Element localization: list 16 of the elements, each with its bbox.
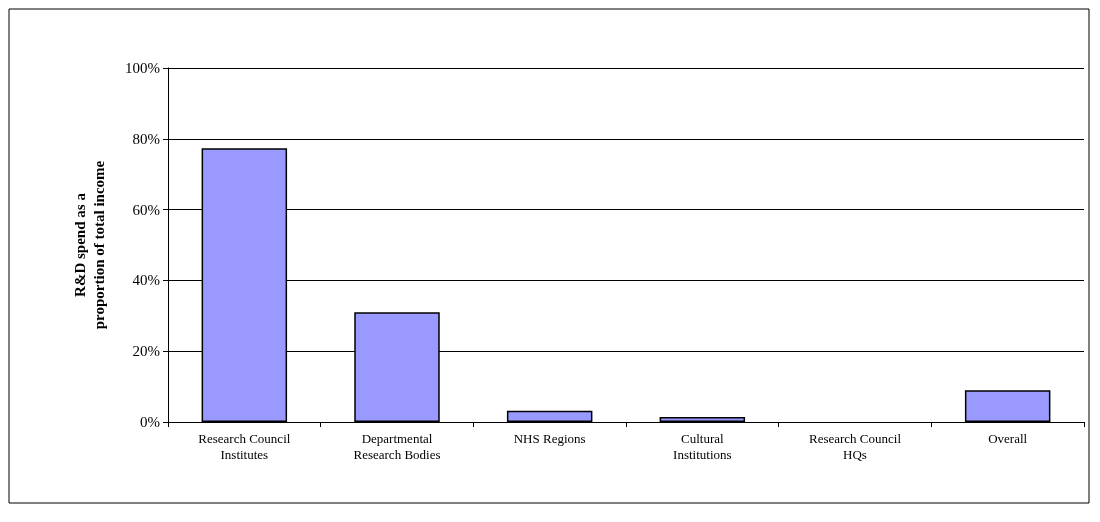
x-tick-label: Research Council HQs: [808, 430, 902, 462]
bar: [964, 390, 1051, 422]
bar: [659, 417, 746, 422]
x-tick-label: Research Council Institutes: [198, 430, 291, 462]
y-tick-label: 100%: [125, 60, 160, 76]
y-tick-label: 60%: [132, 201, 160, 218]
x-tick-label: Departmental Research Bodies: [353, 430, 441, 462]
bar: [506, 410, 593, 422]
x-tick-label: Cultural Institutions: [673, 430, 732, 462]
y-axis-title: R&D spend as a proportion of total income: [71, 160, 107, 330]
x-tick-label: Overall: [988, 430, 1028, 446]
y-tick-label: 40%: [132, 272, 160, 289]
y-tick-label: 80%: [132, 130, 160, 147]
x-tick-label: NHS Regions: [513, 430, 586, 446]
y-tick-label: 20%: [132, 343, 160, 360]
y-tick-label: 0%: [140, 414, 160, 430]
